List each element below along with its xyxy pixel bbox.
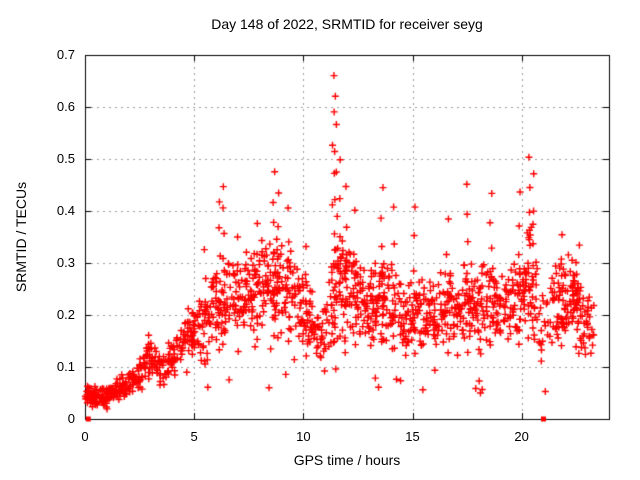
y-tick-label: 0.5 bbox=[56, 151, 75, 166]
chart-title: Day 148 of 2022, SRMTID for receiver sey… bbox=[211, 16, 483, 32]
x-axis-label: GPS time / hours bbox=[293, 452, 401, 468]
y-tick-label: 0.3 bbox=[56, 255, 75, 270]
y-tick-label: 0.4 bbox=[56, 203, 75, 218]
x-tick-label: 5 bbox=[190, 429, 198, 444]
y-tick-label: 0.2 bbox=[56, 307, 75, 322]
x-tick-label: 20 bbox=[514, 429, 529, 444]
y-tick-label: 0.1 bbox=[56, 359, 75, 374]
x-tick-label: 0 bbox=[81, 429, 89, 444]
x-tick-label: 10 bbox=[296, 429, 311, 444]
y-tick-label: 0.7 bbox=[56, 47, 75, 62]
x-tick-label: 15 bbox=[405, 429, 420, 444]
y-tick-label: 0.6 bbox=[56, 99, 75, 114]
y-tick-label: 0 bbox=[67, 411, 75, 426]
